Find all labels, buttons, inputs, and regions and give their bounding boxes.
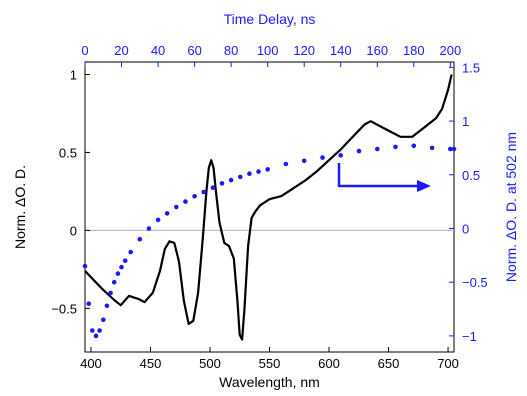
data-point [210,185,216,190]
x-tick-label: 600 [318,356,340,371]
arrow-annotation [337,163,431,192]
x2-tick-label: 120 [293,43,315,58]
x2-tick-label: 200 [439,43,461,58]
x2-tick-label: 80 [224,43,238,58]
series-layer [82,74,457,341]
x-tick-label: 500 [199,356,221,371]
x-axis-label: Wavelength, nm [219,374,320,390]
data-point [219,181,225,186]
top-axis-ticks: 0 20 40 60 80 100 120 140 160 180 200 [81,43,461,67]
data-point [283,161,289,167]
y-tick-label: −0.5 [51,301,77,316]
data-point [86,301,91,307]
data-point [108,290,113,296]
data-point [82,263,88,269]
data-point [115,271,121,276]
data-point [137,236,143,242]
data-point [256,169,261,174]
data-point [97,328,102,333]
data-point [183,199,188,204]
data-point [119,264,124,270]
x-tick-label: 400 [80,356,102,371]
y-tick-label: 0 [70,223,77,238]
arrow-line [337,163,418,188]
data-point [301,158,307,164]
data-point [101,317,106,323]
arrow-head [417,180,431,192]
x2-tick-label: 20 [114,43,128,58]
data-point [164,211,170,216]
y-axis-label: Norm. ΔO. D. [12,165,28,249]
data-point [93,333,99,339]
bottom-axis-ticks: 400 450 500 550 600 650 700 [80,347,459,371]
x-tick-label: 650 [378,356,400,371]
left-axis-ticks: −0.5 0 0.5 1 [51,67,90,316]
data-point [429,145,435,151]
data-point [192,194,197,199]
data-point [228,177,234,183]
data-point [320,155,325,160]
x2-tick-label: 100 [257,43,279,58]
y-tick-label: 1 [70,67,77,82]
y2-tick-label: 1 [462,114,469,129]
x-tick-label: 550 [259,356,281,371]
data-point [155,217,161,223]
y2-tick-label: 0 [462,221,469,236]
data-point [128,249,133,255]
series-line [84,74,453,341]
x-tick-label: 700 [437,356,459,371]
y2-tick-label: −0.5 [462,275,488,290]
data-point [411,143,417,149]
data-point [174,204,179,210]
x2-tick-label: 180 [403,43,425,58]
data-point [201,189,206,195]
y2-tick-label: 0.5 [462,168,480,183]
data-point [104,303,110,309]
x-tick-label: 450 [140,356,162,371]
right-axis-ticks: −1 −0.5 0 0.5 1 1.5 [449,60,488,344]
y2-tick-label: −1 [462,329,477,344]
data-point [375,146,380,152]
data-point [146,226,152,231]
data-point [265,167,271,172]
data-point [448,146,453,152]
x2-axis-label: Time Delay, ns [224,11,316,27]
data-point [90,328,95,333]
data-point [238,174,243,180]
data-point [356,148,362,154]
data-point [247,171,252,176]
x2-tick-label: 40 [151,43,165,58]
data-point [451,146,457,152]
y-tick-label: 0.5 [59,145,77,160]
data-point [122,258,128,264]
data-point [393,144,398,150]
x2-tick-label: 140 [330,43,352,58]
x2-tick-label: 0 [81,43,88,58]
y2-axis-label: Norm. ΔO. D. at 502 nm [503,132,519,282]
data-point [111,279,117,285]
x2-tick-label: 60 [187,43,201,58]
data-point [338,153,344,158]
x2-tick-label: 160 [366,43,388,58]
plot-frame [84,61,455,353]
y2-tick-label: 1.5 [462,60,480,75]
